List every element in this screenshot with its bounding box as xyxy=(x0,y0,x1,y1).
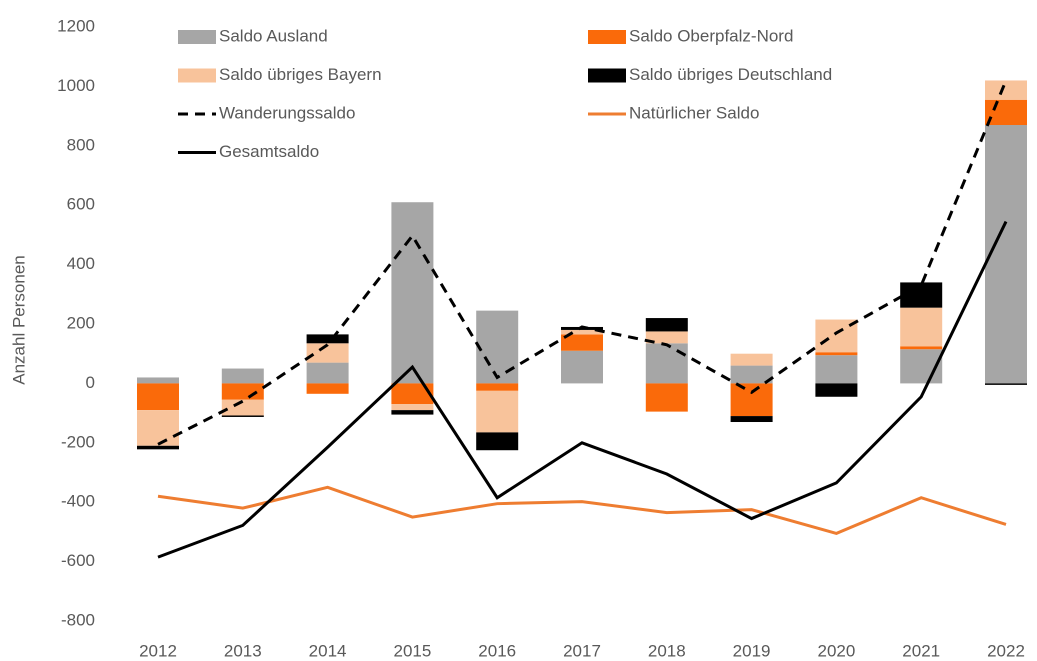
bar-segment xyxy=(476,390,519,433)
legend-label: Natürlicher Saldo xyxy=(629,103,759,122)
bar-segment xyxy=(306,383,349,394)
bar-segment xyxy=(900,346,943,350)
bar-segment xyxy=(306,343,349,363)
x-tick-label: 2018 xyxy=(648,641,686,660)
bar-segment xyxy=(137,445,179,450)
bar-segment xyxy=(561,329,603,335)
legend-swatch xyxy=(178,30,216,44)
bar-segment xyxy=(221,415,264,417)
legend-label: Saldo übriges Bayern xyxy=(219,65,382,84)
x-tick-label: 2015 xyxy=(393,641,431,660)
y-tick-label: -400 xyxy=(61,492,95,511)
x-tick-label: 2020 xyxy=(817,641,855,660)
legend-swatch xyxy=(588,68,626,83)
bar-segment xyxy=(645,318,688,332)
bar-segment xyxy=(900,307,943,347)
bar-segment xyxy=(730,416,773,423)
legend-swatch xyxy=(178,68,216,83)
bar-segment xyxy=(221,368,264,384)
bar-segment xyxy=(306,334,349,344)
bar-segment xyxy=(985,383,1027,385)
bar-segment xyxy=(391,404,434,411)
x-tick-label: 2013 xyxy=(224,641,262,660)
bar-segment xyxy=(391,410,434,415)
legend-label: Gesamtsaldo xyxy=(219,142,319,161)
legend-label: Saldo Ausland xyxy=(219,26,328,45)
bar-segment xyxy=(476,432,519,451)
bar-segment xyxy=(985,125,1027,384)
y-tick-label: 1000 xyxy=(57,76,95,95)
y-tick-label: -600 xyxy=(61,551,95,570)
bar-segment xyxy=(900,282,943,308)
line-series xyxy=(157,79,1008,446)
bar-segment xyxy=(306,362,349,384)
x-tick-label: 2016 xyxy=(478,641,516,660)
x-tick-label: 2012 xyxy=(139,641,177,660)
bar-segment xyxy=(645,331,688,344)
bar-segment xyxy=(645,383,688,412)
bar-segment xyxy=(730,383,773,417)
bar-segment xyxy=(645,343,688,384)
bar-segment xyxy=(476,383,519,391)
x-tick-label: 2014 xyxy=(309,641,347,660)
bar-segment xyxy=(730,353,773,366)
x-tick-label: 2017 xyxy=(563,641,601,660)
line-series xyxy=(157,220,1008,559)
y-tick-label: 800 xyxy=(67,135,95,154)
bar-segment xyxy=(476,310,519,384)
y-tick-label: -800 xyxy=(61,610,95,629)
bar-segment xyxy=(815,383,858,397)
bar-segment xyxy=(391,202,434,384)
line-series xyxy=(157,485,1007,535)
bar-segment xyxy=(137,383,179,411)
y-tick-label: 0 xyxy=(86,373,95,392)
legend-label: Saldo übriges Deutschland xyxy=(629,65,832,84)
x-tick-label: 2019 xyxy=(733,641,771,660)
y-axis-label: Anzahl Personen xyxy=(9,255,28,384)
bar-segment xyxy=(815,352,858,356)
y-tick-label: 200 xyxy=(67,313,95,332)
y-tick-label: 1200 xyxy=(57,16,95,35)
legend-label: Wanderungssaldo xyxy=(219,103,355,122)
bar-segment xyxy=(815,355,858,384)
bar-segment xyxy=(221,399,264,416)
bar-segment xyxy=(985,80,1027,100)
y-tick-label: 400 xyxy=(67,254,95,273)
bar-segment xyxy=(985,99,1027,126)
bar-segment xyxy=(137,377,179,384)
y-tick-label: 600 xyxy=(67,195,95,214)
bar-segment xyxy=(730,365,773,384)
bar-segment xyxy=(391,383,434,405)
x-tick-label: 2022 xyxy=(987,641,1025,660)
x-tick-label: 2021 xyxy=(902,641,940,660)
y-tick-label: -200 xyxy=(61,432,95,451)
bar-segment xyxy=(561,334,603,351)
legend-swatch xyxy=(588,30,626,44)
bar-segment xyxy=(561,350,603,384)
bar-segment xyxy=(137,410,179,446)
bar-segment xyxy=(221,383,264,400)
legend-label: Saldo Oberpfalz-Nord xyxy=(629,26,793,45)
